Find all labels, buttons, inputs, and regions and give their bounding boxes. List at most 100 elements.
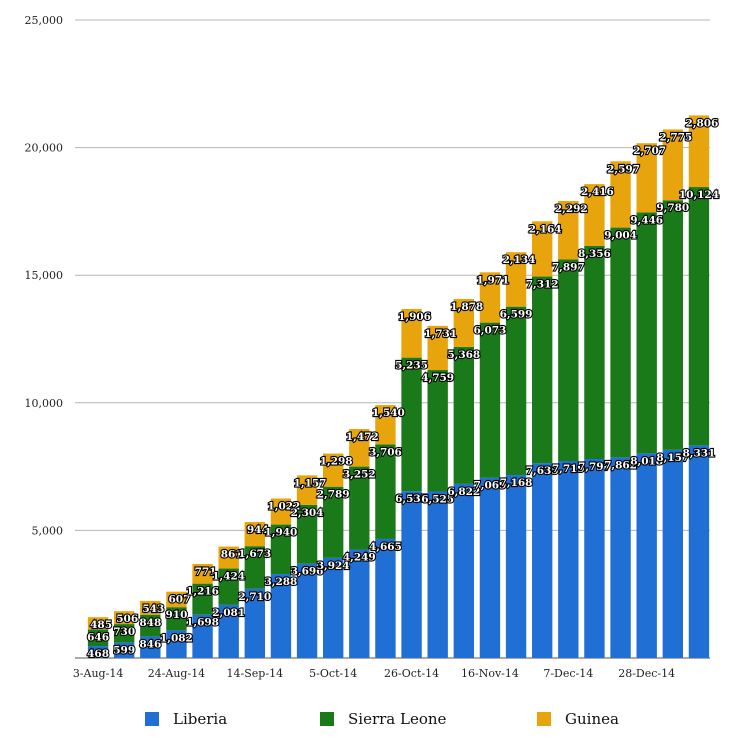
bar-guinea [688, 115, 710, 188]
bar-guinea [636, 143, 657, 213]
bar-liberia [375, 538, 396, 658]
bar-guinea [349, 429, 370, 467]
data-label-liberia: 468 [87, 648, 109, 660]
x-tick-label: 14-Sep-14 [227, 667, 284, 680]
bar-liberia [166, 630, 187, 658]
legend-item-guinea: Guinea [537, 710, 619, 728]
legend-label-sierra-leone: Sierra Leone [348, 710, 447, 728]
legend-swatch-guinea [537, 712, 551, 726]
data-label-liberia: 7,635 [526, 465, 559, 477]
data-label-liberia: 4,665 [369, 541, 402, 553]
x-tick-label: 5-Oct-14 [309, 667, 357, 680]
data-label-sierra-leone: 1,216 [186, 586, 219, 598]
bar-guinea [479, 272, 501, 323]
data-label-sierra-leone: 2,304 [291, 507, 324, 519]
legend-item-liberia: Liberia [145, 710, 227, 728]
bar-liberia [505, 475, 527, 658]
bar-sierra-leone [296, 504, 318, 564]
data-label-guinea: 2,164 [529, 223, 562, 235]
data-label-sierra-leone: 10,124 [679, 189, 719, 201]
bar-sierra-leone [349, 466, 370, 550]
data-label-sierra-leone: 6,599 [500, 309, 533, 321]
data-label-guinea: 2,806 [685, 117, 718, 129]
data-label-liberia: 2,081 [212, 607, 245, 619]
y-tick-label: 15,000 [25, 269, 64, 282]
data-label-liberia: 1,698 [186, 617, 219, 629]
data-label-guinea: 1,472 [346, 431, 379, 443]
data-label-liberia: 7,069 [473, 480, 506, 492]
bar-sierra-leone [401, 357, 422, 492]
data-label-sierra-leone: 5,368 [447, 349, 480, 361]
data-label-liberia: 4,249 [343, 552, 376, 564]
data-label-guinea: 2,292 [555, 203, 588, 215]
bar-guinea [453, 298, 475, 347]
data-label-guinea: 506 [116, 613, 138, 625]
bar-liberia [584, 459, 605, 658]
bar-liberia [401, 491, 422, 658]
bar-sierra-leone [453, 346, 475, 484]
bar-sierra-leone [244, 546, 266, 589]
data-label-guinea: 607 [168, 594, 190, 606]
data-label-liberia: 8,018 [630, 455, 663, 467]
bar-sierra-leone [375, 444, 396, 539]
bar-liberia [610, 457, 631, 658]
bar-sierra-leone [610, 227, 631, 458]
data-label-sierra-leone: 1,424 [212, 571, 245, 583]
data-label-sierra-leone: 9,446 [630, 214, 663, 226]
bar-guinea [610, 161, 631, 228]
data-label-liberia: 846 [139, 638, 161, 650]
bar-liberia [453, 483, 475, 658]
legend-label-liberia: Liberia [173, 710, 228, 728]
bar-sierra-leone [479, 322, 501, 478]
bar-sierra-leone [505, 306, 527, 476]
data-label-guinea: 944 [247, 524, 269, 536]
data-label-guinea: 2,416 [581, 186, 614, 198]
data-label-liberia: 7,797 [578, 461, 611, 473]
data-label-liberia: 1,082 [160, 632, 193, 644]
data-label-liberia: 3,288 [264, 576, 297, 588]
data-label-liberia: 7,719 [552, 463, 585, 475]
data-label-sierra-leone: 1,673 [238, 548, 271, 560]
bar-guinea [558, 200, 579, 260]
data-labels: 4686464855997305068468485431,0829106071,… [86, 116, 720, 661]
data-label-sierra-leone: 5,235 [395, 360, 428, 372]
bar-sierra-leone [192, 583, 213, 615]
bar-liberia [531, 463, 553, 658]
data-label-sierra-leone: 1,940 [264, 527, 297, 539]
bar-guinea [296, 475, 318, 505]
bar-guinea [270, 498, 292, 525]
bar-sierra-leone [113, 624, 135, 643]
bar-guinea [401, 308, 422, 358]
data-label-sierra-leone: 3,706 [369, 446, 402, 458]
data-label-guinea: 1,540 [372, 407, 405, 419]
bar-liberia [87, 646, 109, 658]
bar-guinea [113, 611, 135, 625]
data-label-liberia: 3,696 [291, 566, 324, 578]
legend-swatch-liberia [145, 712, 159, 726]
x-tick-label: 24-Aug-14 [148, 667, 206, 680]
bar-liberia [270, 574, 292, 658]
bar-guinea [218, 546, 239, 569]
bar-liberia [192, 614, 213, 658]
x-tick-label: 7-Dec-14 [543, 667, 593, 680]
data-label-sierra-leone: 6,073 [473, 325, 506, 337]
bar-guinea [584, 184, 605, 246]
data-label-guinea: 1,731 [424, 328, 457, 340]
data-label-guinea: 2,707 [633, 145, 666, 157]
data-label-liberia: 8,331 [682, 447, 715, 459]
bar-liberia [636, 453, 657, 658]
data-label-guinea: 1,906 [398, 311, 431, 323]
legend-item-sierra-leone: Sierra Leone [320, 710, 446, 728]
data-label-liberia: 599 [113, 645, 135, 657]
bar-guinea [166, 591, 187, 608]
data-label-sierra-leone: 4,759 [421, 372, 454, 384]
bar-sierra-leone [427, 370, 448, 492]
data-label-liberia: 3,924 [317, 560, 350, 572]
bars [87, 115, 710, 658]
bar-liberia [479, 477, 501, 658]
bar-liberia [427, 491, 448, 658]
x-tick-label: 26-Oct-14 [384, 667, 439, 680]
x-tick-label: 16-Nov-14 [461, 667, 519, 680]
bar-guinea [322, 453, 344, 487]
data-label-liberia: 2,710 [238, 591, 271, 603]
